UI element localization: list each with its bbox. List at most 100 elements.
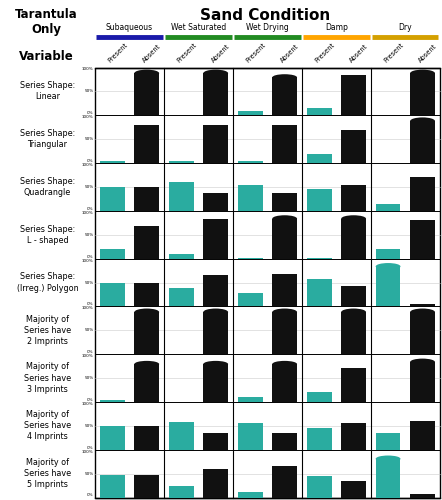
Bar bbox=[376, 204, 400, 211]
Text: 100%: 100% bbox=[82, 450, 94, 454]
Text: Present: Present bbox=[107, 42, 129, 64]
Text: 0%: 0% bbox=[87, 494, 94, 498]
Bar bbox=[169, 182, 194, 211]
Text: 0%: 0% bbox=[87, 159, 94, 163]
Bar bbox=[238, 293, 263, 306]
Text: Absent: Absent bbox=[279, 43, 300, 64]
Bar bbox=[238, 184, 263, 211]
Text: 50%: 50% bbox=[84, 280, 94, 284]
Ellipse shape bbox=[410, 118, 435, 124]
Bar bbox=[272, 466, 297, 498]
Text: Series Shape:
Triangular: Series Shape: Triangular bbox=[20, 129, 75, 149]
Bar bbox=[307, 154, 332, 163]
Ellipse shape bbox=[410, 308, 435, 316]
Text: 50%: 50% bbox=[84, 424, 94, 428]
Bar bbox=[169, 288, 194, 306]
Bar bbox=[134, 226, 159, 258]
Bar bbox=[410, 220, 435, 258]
Text: Absent: Absent bbox=[141, 43, 162, 64]
Text: 50%: 50% bbox=[84, 328, 94, 332]
Text: Present: Present bbox=[176, 42, 198, 64]
Ellipse shape bbox=[134, 308, 159, 316]
Text: 50%: 50% bbox=[84, 376, 94, 380]
Text: Present: Present bbox=[383, 42, 405, 64]
Bar bbox=[341, 286, 366, 306]
Bar bbox=[341, 218, 366, 258]
Text: 100%: 100% bbox=[82, 68, 94, 71]
Bar bbox=[134, 282, 159, 306]
Bar bbox=[341, 312, 366, 354]
Text: Series Shape:
L - shaped: Series Shape: L - shaped bbox=[20, 224, 75, 245]
Text: 0%: 0% bbox=[87, 254, 94, 258]
Bar bbox=[410, 494, 435, 498]
Bar bbox=[203, 276, 228, 306]
Ellipse shape bbox=[376, 456, 400, 462]
Ellipse shape bbox=[134, 361, 159, 368]
Bar bbox=[410, 362, 435, 402]
Bar bbox=[341, 368, 366, 402]
Text: Present: Present bbox=[314, 42, 336, 64]
Bar bbox=[238, 110, 263, 116]
Bar bbox=[238, 160, 263, 163]
Bar bbox=[95, 68, 440, 498]
Bar bbox=[169, 486, 194, 498]
Text: Absent: Absent bbox=[210, 43, 231, 64]
Bar bbox=[238, 397, 263, 402]
Bar bbox=[203, 469, 228, 498]
Bar bbox=[272, 78, 297, 116]
Bar bbox=[272, 312, 297, 354]
Text: 50%: 50% bbox=[84, 90, 94, 94]
Bar bbox=[410, 421, 435, 450]
Bar bbox=[100, 249, 125, 258]
Bar bbox=[272, 192, 297, 211]
Text: 50%: 50% bbox=[84, 232, 94, 236]
Text: Wet Drying: Wet Drying bbox=[246, 24, 289, 32]
Text: Sand Condition: Sand Condition bbox=[200, 8, 330, 22]
Text: 0%: 0% bbox=[87, 446, 94, 450]
Ellipse shape bbox=[272, 74, 297, 80]
Bar bbox=[134, 474, 159, 498]
Bar bbox=[238, 424, 263, 450]
Bar bbox=[307, 190, 332, 211]
Ellipse shape bbox=[272, 361, 297, 368]
Bar bbox=[410, 73, 435, 116]
Bar bbox=[341, 481, 366, 498]
Bar bbox=[134, 426, 159, 450]
Bar bbox=[410, 121, 435, 163]
Ellipse shape bbox=[410, 70, 435, 77]
Text: Majority of
Series have
3 Imprints: Majority of Series have 3 Imprints bbox=[24, 362, 71, 394]
Bar bbox=[376, 249, 400, 258]
Bar bbox=[134, 364, 159, 402]
Text: Absent: Absent bbox=[348, 43, 369, 64]
Bar bbox=[100, 160, 125, 163]
Ellipse shape bbox=[272, 308, 297, 316]
Bar bbox=[272, 125, 297, 163]
Ellipse shape bbox=[203, 308, 228, 316]
Text: 0%: 0% bbox=[87, 112, 94, 116]
Text: 0%: 0% bbox=[87, 350, 94, 354]
Bar bbox=[410, 312, 435, 354]
Text: Variable: Variable bbox=[19, 50, 74, 64]
Bar bbox=[203, 125, 228, 163]
Bar bbox=[134, 73, 159, 116]
Text: Tarantula
Only: Tarantula Only bbox=[15, 8, 78, 36]
Bar bbox=[341, 424, 366, 450]
Text: 0%: 0% bbox=[87, 302, 94, 306]
Ellipse shape bbox=[341, 216, 366, 222]
Bar bbox=[307, 279, 332, 306]
Text: 100%: 100% bbox=[82, 306, 94, 310]
Text: Subaqueous: Subaqueous bbox=[106, 24, 153, 32]
Bar bbox=[169, 254, 194, 258]
Bar bbox=[410, 178, 435, 211]
Text: 0%: 0% bbox=[87, 207, 94, 211]
Ellipse shape bbox=[203, 70, 228, 77]
Bar bbox=[410, 304, 435, 306]
Text: Absent: Absent bbox=[417, 43, 438, 64]
Bar bbox=[272, 433, 297, 450]
Ellipse shape bbox=[272, 216, 297, 222]
Bar bbox=[272, 218, 297, 258]
Bar bbox=[203, 433, 228, 450]
Bar bbox=[307, 392, 332, 402]
Bar bbox=[134, 187, 159, 211]
Bar bbox=[203, 312, 228, 354]
